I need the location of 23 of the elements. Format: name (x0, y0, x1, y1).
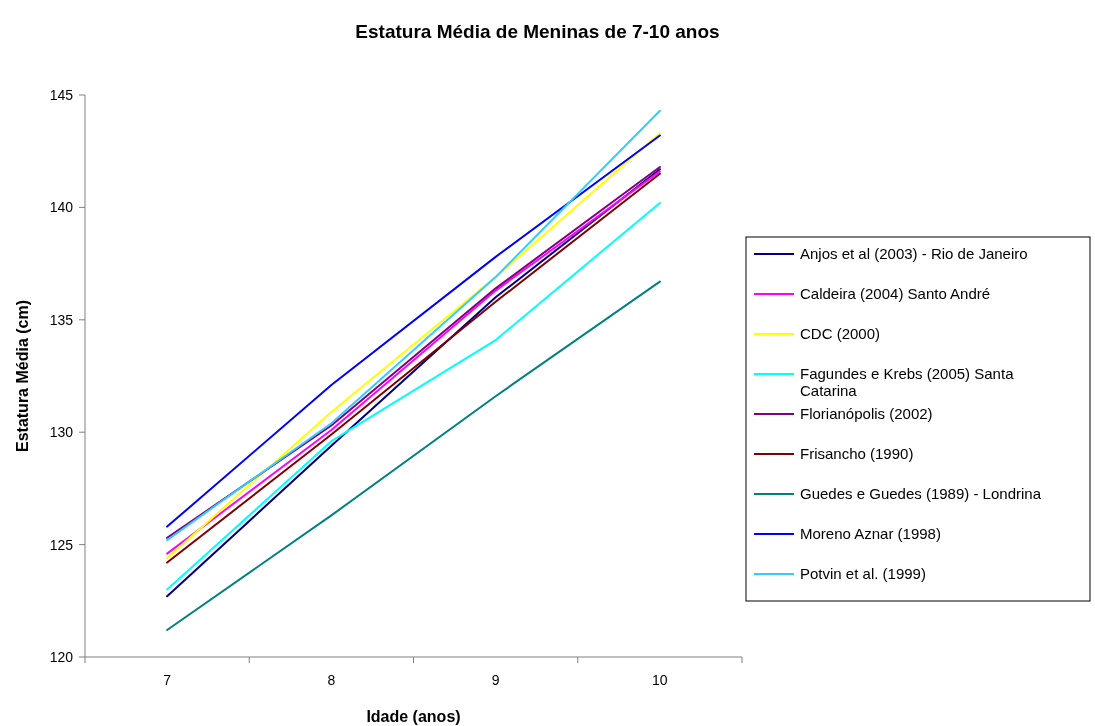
y-tick-label: 145 (49, 86, 74, 103)
x-tick-label: 7 (163, 672, 172, 688)
legend-label: Potvin et al. (1999) (800, 565, 926, 582)
legend-label: Guedes e Guedes (1989) - Londrina (800, 485, 1042, 502)
legend-label: Moreno Aznar (1998) (800, 525, 941, 542)
x-axis-title: Idade (anos) (366, 708, 461, 725)
y-tick-label: 135 (49, 311, 74, 328)
y-axis-title: Estatura Média (cm) (14, 299, 31, 453)
legend-label: Frisancho (1990) (800, 445, 914, 462)
y-tick-label: 120 (49, 648, 74, 665)
y-tick-label: 140 (49, 199, 74, 216)
y-tick-label: 130 (49, 424, 74, 441)
legend-label: CDC (2000) (800, 325, 881, 342)
legend-label: Anjos et al (2003) - Rio de Janeiro (800, 245, 1028, 262)
x-tick-label: 9 (491, 672, 500, 688)
chart-title: Estatura Média de Meninas de 7-10 anos (355, 21, 720, 42)
legend-label: Caldeira (2004) Santo André (800, 285, 991, 302)
y-tick-label: 125 (49, 536, 74, 553)
legend-label: Fagundes e Krebs (2005) Santa Catarina (800, 365, 1015, 399)
x-tick-label: 10 (652, 672, 668, 688)
legend-label: Florianópolis (2002) (800, 405, 933, 422)
line-series (166, 280, 661, 632)
x-tick-label: 8 (327, 672, 336, 688)
